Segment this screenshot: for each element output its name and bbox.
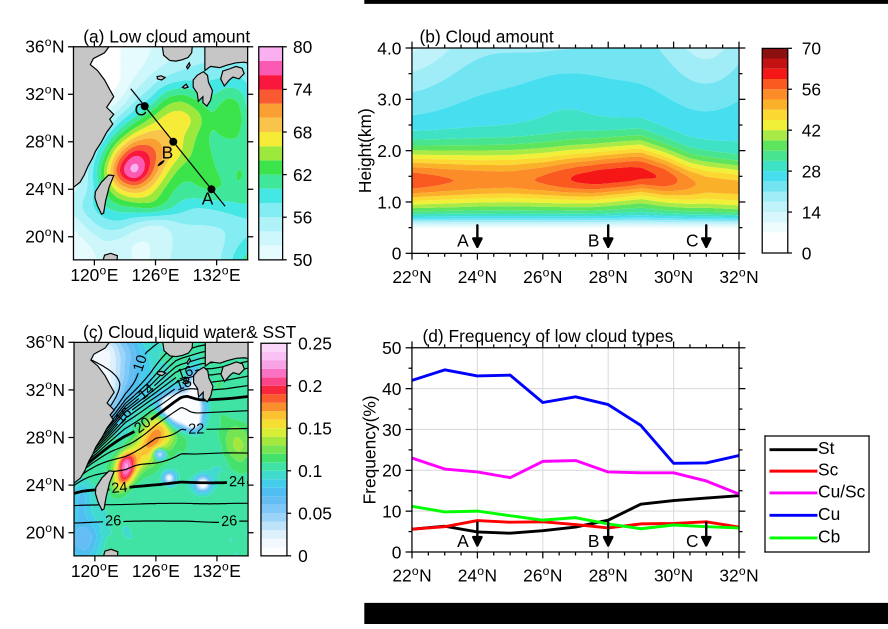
svg-text:A: A bbox=[457, 231, 469, 251]
svg-text:3 6 N: 3 6 N o bbox=[26, 328, 71, 353]
svg-text:2 4 N: 2 4 N o bbox=[458, 562, 503, 587]
svg-text:(d) Frequency of low cloud typ: (d) Frequency of low cloud types bbox=[422, 326, 673, 346]
svg-text:C: C bbox=[686, 231, 699, 251]
svg-text:Cu: Cu bbox=[818, 504, 840, 524]
svg-text:2 6 N: 2 6 N o bbox=[523, 562, 568, 587]
svg-text:3 0 N: 3 0 N o bbox=[654, 263, 699, 288]
svg-text:1 2 0: 1 2 0 E o bbox=[71, 557, 125, 582]
svg-text:0: 0 bbox=[392, 542, 402, 562]
svg-text:1 2 6: 1 2 6 E o bbox=[131, 261, 185, 286]
svg-text:50: 50 bbox=[293, 250, 312, 270]
svg-text:3 0 N: 3 0 N o bbox=[654, 562, 699, 587]
svg-text:3 2 N: 3 2 N o bbox=[719, 263, 764, 288]
svg-text:56: 56 bbox=[802, 80, 821, 100]
svg-text:26: 26 bbox=[221, 513, 238, 530]
svg-text:20: 20 bbox=[132, 415, 155, 437]
svg-text:18: 18 bbox=[173, 374, 194, 395]
svg-text:1 2 0: 1 2 0 E o bbox=[70, 261, 124, 286]
svg-text:10: 10 bbox=[382, 501, 401, 521]
svg-text:24: 24 bbox=[111, 480, 129, 497]
svg-text:Cb: Cb bbox=[818, 526, 840, 546]
svg-text:26: 26 bbox=[105, 513, 121, 529]
svg-text:2 6 N: 2 6 N o bbox=[523, 263, 568, 288]
svg-text:0: 0 bbox=[802, 243, 812, 263]
svg-text:Cu/Sc: Cu/Sc bbox=[818, 481, 866, 501]
svg-text:(c) Cloud liquid water& SST: (c) Cloud liquid water& SST bbox=[83, 322, 297, 342]
svg-text:62: 62 bbox=[293, 165, 312, 185]
svg-text:0.25: 0.25 bbox=[298, 333, 332, 353]
svg-text:3 2 N: 3 2 N o bbox=[25, 80, 70, 105]
svg-text:B: B bbox=[162, 142, 174, 162]
svg-text:2 8 N: 2 8 N o bbox=[589, 263, 634, 288]
svg-text:68: 68 bbox=[293, 122, 312, 142]
svg-text:1.0: 1.0 bbox=[377, 192, 401, 212]
svg-text:2 2 N: 2 2 N o bbox=[392, 562, 437, 587]
svg-text:3 2 N: 3 2 N o bbox=[26, 376, 71, 401]
svg-text:30: 30 bbox=[382, 420, 401, 440]
svg-text:0.2: 0.2 bbox=[298, 376, 322, 396]
svg-text:3.0: 3.0 bbox=[377, 90, 401, 110]
svg-text:10: 10 bbox=[131, 353, 151, 373]
svg-text:0.1: 0.1 bbox=[298, 461, 322, 481]
svg-text:2 0 N: 2 0 N o bbox=[26, 519, 71, 544]
svg-text:42: 42 bbox=[802, 120, 821, 140]
svg-text:70: 70 bbox=[802, 39, 821, 59]
svg-text:1 2 6: 1 2 6 E o bbox=[132, 557, 186, 582]
svg-text:3 2 N: 3 2 N o bbox=[719, 562, 764, 587]
svg-text:St: St bbox=[818, 438, 835, 458]
svg-text:1 3 2: 1 3 2 E o bbox=[193, 261, 247, 286]
svg-text:14: 14 bbox=[135, 381, 158, 404]
svg-text:Frequency(%): Frequency(%) bbox=[360, 395, 380, 504]
svg-text:14: 14 bbox=[802, 202, 822, 222]
svg-text:40: 40 bbox=[382, 379, 401, 399]
svg-text:2 2 N: 2 2 N o bbox=[392, 263, 437, 288]
svg-text:C: C bbox=[686, 531, 699, 551]
svg-text:0.15: 0.15 bbox=[298, 419, 332, 439]
svg-text:1 3 2: 1 3 2 E o bbox=[193, 557, 247, 582]
svg-text:80: 80 bbox=[293, 37, 312, 57]
svg-text:0: 0 bbox=[298, 546, 308, 566]
svg-text:2 8 N: 2 8 N o bbox=[26, 423, 71, 448]
svg-text:B: B bbox=[588, 231, 600, 251]
svg-text:4.0: 4.0 bbox=[377, 38, 401, 58]
svg-text:56: 56 bbox=[293, 207, 312, 227]
svg-text:C: C bbox=[135, 100, 148, 120]
svg-text:Sc: Sc bbox=[818, 460, 839, 480]
svg-text:0: 0 bbox=[392, 244, 402, 264]
svg-text:B: B bbox=[588, 531, 600, 551]
svg-text:24: 24 bbox=[229, 474, 245, 490]
svg-text:50: 50 bbox=[382, 338, 401, 358]
svg-text:(a) Low cloud amount: (a) Low cloud amount bbox=[83, 27, 250, 47]
svg-text:22: 22 bbox=[188, 421, 205, 437]
svg-text:2 0 N: 2 0 N o bbox=[25, 223, 70, 248]
svg-text:Height(km): Height(km) bbox=[355, 108, 375, 193]
svg-text:A: A bbox=[202, 189, 214, 209]
svg-text:3 6 N: 3 6 N o bbox=[25, 33, 70, 58]
svg-text:2 8 N: 2 8 N o bbox=[25, 128, 70, 153]
svg-text:74: 74 bbox=[293, 80, 313, 100]
svg-text:2 4 N: 2 4 N o bbox=[458, 263, 503, 288]
svg-text:16: 16 bbox=[175, 363, 196, 383]
svg-text:2.0: 2.0 bbox=[377, 141, 401, 161]
svg-text:(b) Cloud amount: (b) Cloud amount bbox=[420, 26, 554, 46]
svg-text:2 4 N: 2 4 N o bbox=[25, 175, 70, 200]
svg-text:2 8 N: 2 8 N o bbox=[589, 562, 634, 587]
svg-text:0.05: 0.05 bbox=[298, 504, 332, 524]
svg-text:28: 28 bbox=[802, 161, 821, 181]
svg-text:2 4 N: 2 4 N o bbox=[26, 471, 71, 496]
svg-text:20: 20 bbox=[382, 461, 401, 481]
svg-text:A: A bbox=[457, 531, 469, 551]
